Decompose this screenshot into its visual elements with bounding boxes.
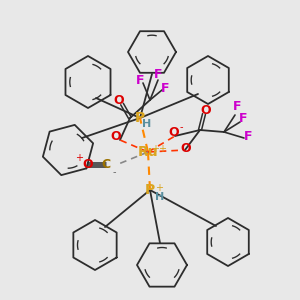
Text: O: O (169, 125, 179, 139)
Text: O: O (114, 94, 124, 107)
Text: O: O (181, 142, 191, 155)
Text: H: H (142, 119, 152, 129)
Text: O: O (83, 158, 93, 172)
Text: P: P (145, 183, 155, 197)
Text: ++: ++ (151, 144, 167, 154)
Text: H: H (155, 192, 165, 202)
Text: O: O (201, 104, 211, 118)
Text: F: F (161, 82, 169, 94)
Text: F: F (244, 130, 252, 143)
Text: -: - (112, 167, 116, 177)
Text: F: F (136, 74, 144, 86)
Text: Ru: Ru (138, 145, 158, 159)
Text: F: F (154, 68, 162, 82)
Text: C: C (101, 158, 111, 172)
Text: F: F (233, 100, 241, 113)
Text: +: + (75, 153, 83, 163)
Text: -: - (179, 122, 183, 132)
Text: +: + (155, 183, 163, 193)
Text: P: P (135, 111, 145, 125)
Text: O: O (111, 130, 121, 142)
Text: F: F (239, 112, 247, 125)
